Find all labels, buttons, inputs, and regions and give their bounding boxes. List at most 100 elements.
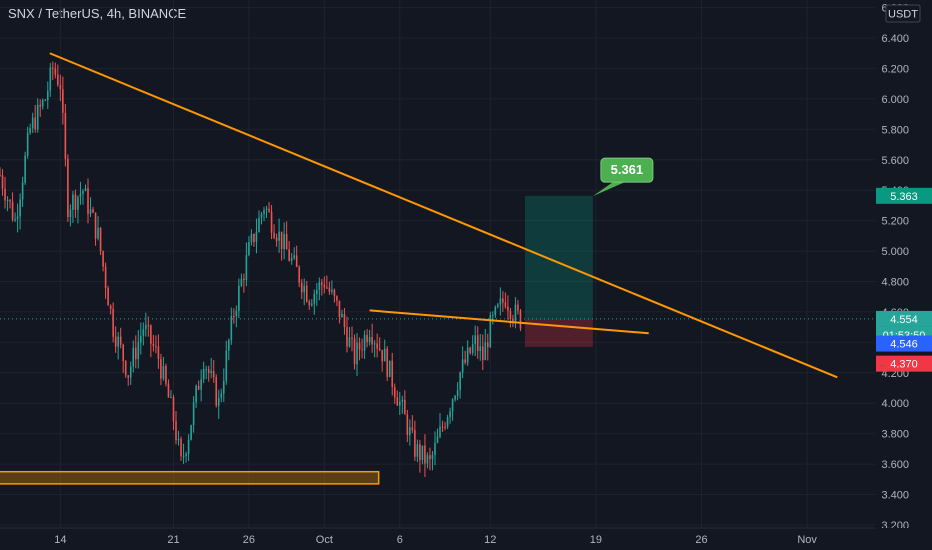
candle-body [451, 399, 454, 412]
candle-body [469, 347, 471, 353]
candle-body [107, 288, 109, 306]
support-zone[interactable] [0, 470, 380, 485]
candle-body [205, 368, 207, 370]
y-tick-label: 3.600 [881, 459, 909, 471]
candle-body [228, 340, 230, 351]
drawings[interactable]: 5.361 [0, 52, 875, 485]
candle-body [132, 347, 135, 367]
candle-body [74, 194, 77, 210]
candle-body [112, 308, 114, 337]
candle-body [323, 284, 326, 288]
candle-body [260, 213, 263, 218]
candle-body [57, 74, 59, 86]
candle-body [368, 337, 371, 343]
price-axis-bg [875, 0, 932, 550]
candle-body [295, 255, 298, 267]
price-callout[interactable] [600, 157, 654, 183]
long-position-target-zone[interactable] [525, 195, 593, 319]
candle-body [94, 212, 97, 239]
candle-body [162, 365, 165, 379]
candle-body [72, 194, 74, 210]
candle-body [449, 411, 451, 418]
candle-body [356, 342, 358, 365]
x-tick-label: 21 [167, 534, 179, 546]
candle-body [464, 359, 466, 363]
candle-body [300, 282, 303, 293]
candle-body [499, 298, 502, 305]
candle-body [441, 426, 444, 428]
candle-body [24, 155, 26, 183]
candle-body [165, 365, 167, 384]
candle-body [444, 426, 446, 428]
y-tick-label: 6.200 [881, 63, 909, 75]
candle-body [150, 325, 152, 344]
candle-body [519, 310, 522, 329]
candle-body [200, 379, 202, 390]
candle-body [77, 196, 79, 210]
candle-body [411, 427, 414, 430]
candle-body [371, 337, 373, 345]
candle-body [39, 104, 42, 107]
candle-body [114, 336, 117, 347]
candle-body [99, 227, 102, 252]
candle-body [303, 285, 306, 293]
x-tick-label: Nov [797, 534, 817, 546]
candle-body [263, 210, 265, 214]
candle-body [288, 249, 290, 261]
candle-body [401, 399, 404, 402]
x-tick-label: 6 [397, 534, 403, 546]
candle-body [215, 377, 218, 406]
candle-body [351, 337, 353, 339]
x-tick-label: Oct [316, 534, 333, 546]
candle-body [386, 348, 389, 377]
trendline-descending-resistance[interactable] [49, 52, 838, 379]
candle-body [366, 335, 368, 343]
candle-body [250, 234, 253, 243]
candle-body [119, 336, 122, 345]
candle-body [220, 393, 223, 398]
candle-body [426, 455, 429, 464]
candle-body [275, 237, 278, 241]
candle-body [207, 368, 210, 373]
candle-body [363, 335, 366, 351]
candle-body [396, 397, 399, 406]
candle-body [243, 278, 245, 281]
grid [0, 0, 875, 528]
candle-body [283, 233, 285, 250]
candle-body [270, 211, 273, 233]
price-label: 4.546 [890, 339, 918, 351]
price-axis[interactable]: 6.6006.4006.2006.0005.8005.6005.4005.200… [875, 0, 932, 550]
price-label-bg [876, 187, 932, 204]
candle-body [358, 342, 361, 350]
candle-body [436, 436, 439, 443]
currency-badge[interactable] [885, 4, 921, 23]
candle-body [492, 315, 494, 317]
trendline-inner-resistance[interactable] [369, 309, 649, 335]
candle-body [122, 344, 125, 362]
candle-body [416, 444, 419, 457]
candle-body [134, 347, 137, 360]
candle-body [67, 158, 69, 218]
candle-body [46, 90, 49, 101]
candle-body [29, 128, 31, 133]
candle-body [129, 366, 132, 378]
candle-body [49, 67, 52, 91]
candle-body [434, 442, 436, 455]
candle-body [102, 251, 104, 267]
candle-body [64, 112, 67, 159]
candle-body [117, 336, 119, 347]
candle-body [180, 438, 182, 457]
candle-body [253, 234, 255, 243]
y-tick-label: 5.200 [881, 216, 909, 228]
candle-body [142, 329, 145, 336]
price-callout-label: 5.361 [611, 162, 644, 177]
time-axis[interactable]: 14 21 26 Oct 6 12 19 26 Nov [0, 527, 932, 550]
candle-body [514, 304, 517, 322]
candle-body [167, 383, 170, 398]
candle-body [34, 117, 37, 130]
candle-body [424, 445, 426, 464]
candle-body [280, 231, 283, 250]
y-tick-label: 4.000 [881, 398, 909, 410]
candle-body [19, 199, 21, 217]
